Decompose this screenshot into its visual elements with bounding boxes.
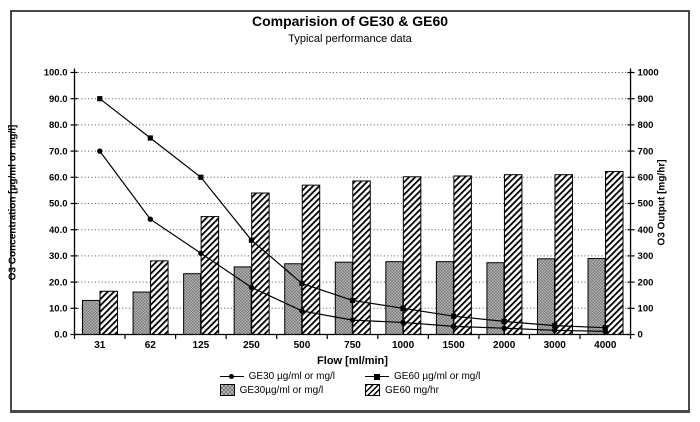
hatch-swatch-icon: [365, 384, 380, 396]
svg-text:300: 300: [638, 251, 654, 262]
x-axis-label: Flow [ml/min]: [317, 355, 388, 367]
svg-text:800: 800: [638, 120, 654, 131]
chart-title: Comparision of GE30 & GE60: [251, 13, 449, 29]
svg-text:62: 62: [145, 340, 157, 351]
svg-text:40.0: 40.0: [49, 225, 68, 236]
svg-text:4000: 4000: [594, 340, 617, 351]
svg-text:60.0: 60.0: [49, 173, 68, 184]
svg-text:20.0: 20.0: [49, 277, 68, 288]
legend-item-ge60-line: GE60 µg/ml or mg/l: [365, 371, 480, 382]
legend: GE30 µg/ml or mg/l GE60 µg/ml or mg/l GE…: [0, 371, 700, 396]
y-axis-left-label: O3 Concentration [µg/ml or mg/l]: [7, 124, 19, 281]
legend-grid: GE30 µg/ml or mg/l GE60 µg/ml or mg/l GE…: [219, 371, 480, 396]
svg-text:900: 900: [638, 94, 654, 105]
chart-subtitle: Typical performance data: [288, 33, 412, 45]
svg-text:0.0: 0.0: [54, 330, 67, 341]
legend-label: GE30µg/ml or mg/l: [239, 384, 324, 396]
svg-text:250: 250: [243, 340, 260, 351]
checker-swatch-icon: [219, 384, 235, 396]
svg-text:100: 100: [638, 304, 654, 315]
svg-text:750: 750: [344, 340, 361, 351]
svg-text:90.0: 90.0: [49, 94, 68, 105]
svg-text:70.0: 70.0: [49, 146, 68, 157]
ge60-line: [97, 96, 608, 331]
ge30-line: [97, 148, 608, 335]
svg-text:30.0: 30.0: [49, 251, 68, 262]
legend-item-ge30-line: GE30 µg/ml or mg/l: [219, 371, 335, 382]
ge30-bars: [82, 258, 606, 336]
svg-text:600: 600: [638, 173, 654, 184]
ge60-bars: [99, 171, 624, 336]
svg-text:80.0: 80.0: [49, 120, 68, 131]
svg-text:1500: 1500: [443, 340, 466, 351]
left-tick-labels: 0.0 10.0 20.0 30.0 40.0 50.0 60.0 70.0 80.0 90.0 1…: [44, 68, 68, 341]
y-axis-right-label: O3 Output [mg/hr]: [656, 159, 668, 246]
svg-text:400: 400: [638, 225, 654, 236]
legend-item-ge30-bar: GE30µg/ml or mg/l: [219, 384, 335, 396]
svg-text:700: 700: [638, 146, 654, 157]
line-square-icon: [365, 372, 389, 381]
svg-text:200: 200: [638, 277, 654, 288]
svg-text:2000: 2000: [493, 340, 516, 351]
svg-text:10.0: 10.0: [49, 304, 68, 315]
legend-label: GE60 µg/ml or mg/l: [394, 371, 481, 382]
svg-text:500: 500: [294, 340, 311, 351]
svg-text:1000: 1000: [392, 340, 415, 351]
svg-text:31: 31: [94, 340, 106, 351]
svg-text:125: 125: [193, 340, 210, 351]
svg-text:50.0: 50.0: [49, 199, 68, 210]
line-dot-icon: [219, 372, 244, 381]
legend-label: GE60 mg/hr: [385, 384, 439, 396]
svg-text:500: 500: [638, 199, 654, 210]
legend-item-ge60-bar: GE60 mg/hr: [365, 384, 480, 396]
svg-text:1000: 1000: [638, 68, 659, 79]
legend-label: GE30 µg/ml or mg/l: [248, 371, 335, 382]
right-tick-labels: 0 100 200 300 400 500 600 700 800 900 1000: [638, 68, 659, 341]
category-labels: 31 62 125 250 500 750 1000 1500 2000 3000 4000: [94, 340, 617, 351]
axes: [70, 68, 635, 339]
svg-text:100.0: 100.0: [44, 68, 68, 79]
svg-text:0: 0: [638, 330, 643, 341]
chart-frame: [10, 10, 690, 413]
svg-text:3000: 3000: [544, 340, 567, 351]
